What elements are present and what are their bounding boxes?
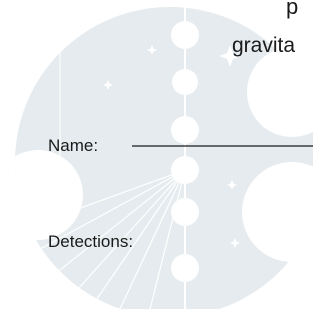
field-label: Name: — [48, 136, 98, 155]
title-fragment: p — [286, 0, 298, 19]
page: p gravita Name: Detections: (() => { con… — [0, 0, 320, 309]
badge: p gravita Name: Detections: — [0, 0, 313, 309]
title-line: gravita — [232, 34, 295, 57]
field-label: Detections: — [48, 232, 133, 251]
